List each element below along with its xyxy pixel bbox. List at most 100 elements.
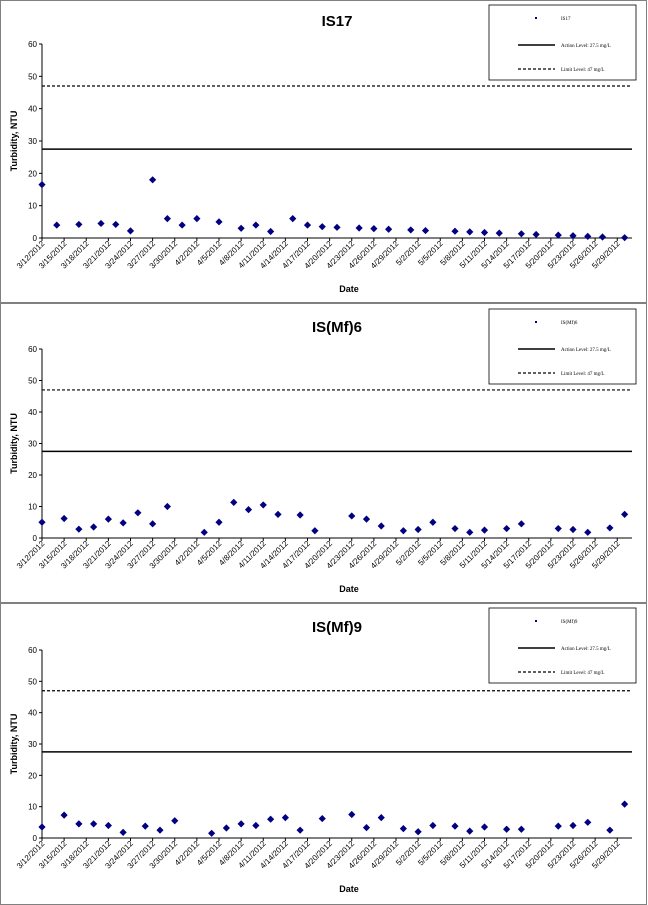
legend: IS(Mf)6 Action Level: 27.5 mg/L Limit Leve… bbox=[488, 308, 637, 385]
x-axis-label: Date bbox=[339, 284, 359, 294]
y-tick-label: 40 bbox=[28, 105, 37, 114]
data-point bbox=[480, 823, 489, 831]
y-tick-label: 0 bbox=[33, 834, 38, 843]
data-point bbox=[230, 498, 238, 507]
data-point bbox=[171, 817, 179, 825]
data-point bbox=[296, 826, 304, 834]
legend-marker-point bbox=[535, 321, 537, 323]
y-tick-label: 60 bbox=[28, 40, 37, 49]
data-point bbox=[237, 224, 245, 232]
y-tick-label: 30 bbox=[28, 740, 37, 749]
y-tick-label: 50 bbox=[28, 72, 37, 81]
y-tick-label: 0 bbox=[33, 234, 38, 243]
x-axis-label: Date bbox=[339, 584, 359, 594]
data-point bbox=[289, 215, 297, 223]
data-point bbox=[377, 522, 385, 530]
data-point bbox=[149, 520, 157, 528]
legend: IS(Mf)9 Action Level: 27.5 mg/L Limit Leve… bbox=[488, 607, 637, 684]
data-point bbox=[75, 220, 83, 229]
data-point bbox=[503, 825, 511, 833]
data-point bbox=[466, 827, 474, 835]
data-point bbox=[208, 829, 216, 837]
data-point bbox=[584, 818, 592, 826]
y-tick-label: 60 bbox=[28, 345, 37, 354]
legend-label: Action Level: 27.5 mg/L bbox=[561, 348, 611, 353]
data-point bbox=[554, 822, 562, 830]
data-point bbox=[318, 223, 326, 231]
y-tick-label: 10 bbox=[28, 202, 37, 211]
y-tick-label: 10 bbox=[28, 803, 37, 812]
data-point bbox=[451, 524, 459, 533]
data-point bbox=[569, 525, 577, 534]
y-axis-label: Turbidity, NTU bbox=[9, 413, 19, 474]
legend-label: IS(Mf)6 bbox=[561, 321, 578, 326]
y-tick-label: 60 bbox=[28, 646, 37, 655]
data-point bbox=[90, 523, 98, 531]
data-point bbox=[252, 821, 260, 830]
data-point bbox=[517, 520, 525, 528]
series-1 bbox=[38, 498, 629, 536]
data-point bbox=[480, 228, 489, 237]
data-point bbox=[584, 528, 592, 536]
data-point bbox=[414, 525, 422, 534]
legend-marker-point bbox=[535, 17, 537, 19]
data-point bbox=[104, 821, 112, 830]
data-point bbox=[252, 221, 260, 229]
chart-title: IS(Mf)6 bbox=[312, 319, 362, 336]
data-point bbox=[554, 524, 562, 533]
data-point bbox=[296, 511, 304, 519]
data-point bbox=[517, 230, 525, 238]
chart-panel-1: IS1701020304050603/12/20123/15/20123/18/… bbox=[0, 0, 647, 303]
data-point bbox=[134, 509, 142, 517]
legend-box bbox=[488, 4, 637, 81]
data-point bbox=[97, 219, 105, 228]
data-point bbox=[156, 826, 164, 834]
data-point bbox=[38, 181, 46, 189]
legend-box bbox=[488, 308, 637, 385]
legend-label: IS17 bbox=[561, 17, 571, 22]
data-point bbox=[178, 221, 186, 229]
legend-label: Action Level: 27.5 mg/L bbox=[561, 44, 611, 49]
data-point bbox=[237, 820, 245, 828]
chart-panel-3: IS(Mf)901020304050603/12/20123/15/20123/… bbox=[0, 603, 647, 905]
y-tick-label: 40 bbox=[28, 408, 37, 417]
legend-label: Action Level: 27.5 mg/L bbox=[561, 647, 611, 652]
data-point bbox=[480, 526, 489, 534]
data-point bbox=[215, 518, 223, 526]
data-point bbox=[149, 176, 157, 184]
data-point bbox=[193, 215, 201, 223]
chart-panel-2: IS(Mf)601020304050603/12/20123/15/20123/… bbox=[0, 303, 647, 603]
data-point bbox=[399, 527, 407, 535]
y-tick-label: 20 bbox=[28, 771, 37, 780]
data-point bbox=[244, 506, 253, 514]
data-point bbox=[119, 828, 127, 836]
data-point bbox=[598, 233, 607, 241]
data-point bbox=[126, 227, 135, 235]
data-point bbox=[215, 218, 223, 226]
data-point bbox=[53, 221, 61, 229]
y-tick-label: 30 bbox=[28, 137, 37, 146]
data-point bbox=[466, 528, 474, 536]
data-point bbox=[606, 826, 614, 834]
data-point bbox=[584, 232, 592, 240]
y-tick-label: 20 bbox=[28, 471, 37, 480]
data-point bbox=[621, 510, 629, 518]
legend-label: Limit Level: 47 mg/L bbox=[561, 671, 604, 676]
data-point bbox=[75, 820, 83, 828]
data-point bbox=[281, 814, 289, 822]
data-point bbox=[348, 512, 356, 520]
data-point bbox=[569, 232, 577, 240]
data-point bbox=[90, 820, 98, 828]
y-tick-label: 10 bbox=[28, 503, 37, 512]
data-point bbox=[267, 227, 275, 236]
data-point bbox=[377, 814, 385, 822]
data-point bbox=[119, 519, 127, 527]
data-point bbox=[362, 824, 371, 832]
data-point bbox=[429, 821, 437, 830]
y-axis-label: Turbidity, NTU bbox=[9, 714, 19, 775]
data-point bbox=[532, 230, 540, 239]
data-point bbox=[38, 518, 46, 526]
data-point bbox=[421, 226, 430, 235]
data-point bbox=[355, 224, 363, 232]
data-point bbox=[466, 228, 474, 236]
